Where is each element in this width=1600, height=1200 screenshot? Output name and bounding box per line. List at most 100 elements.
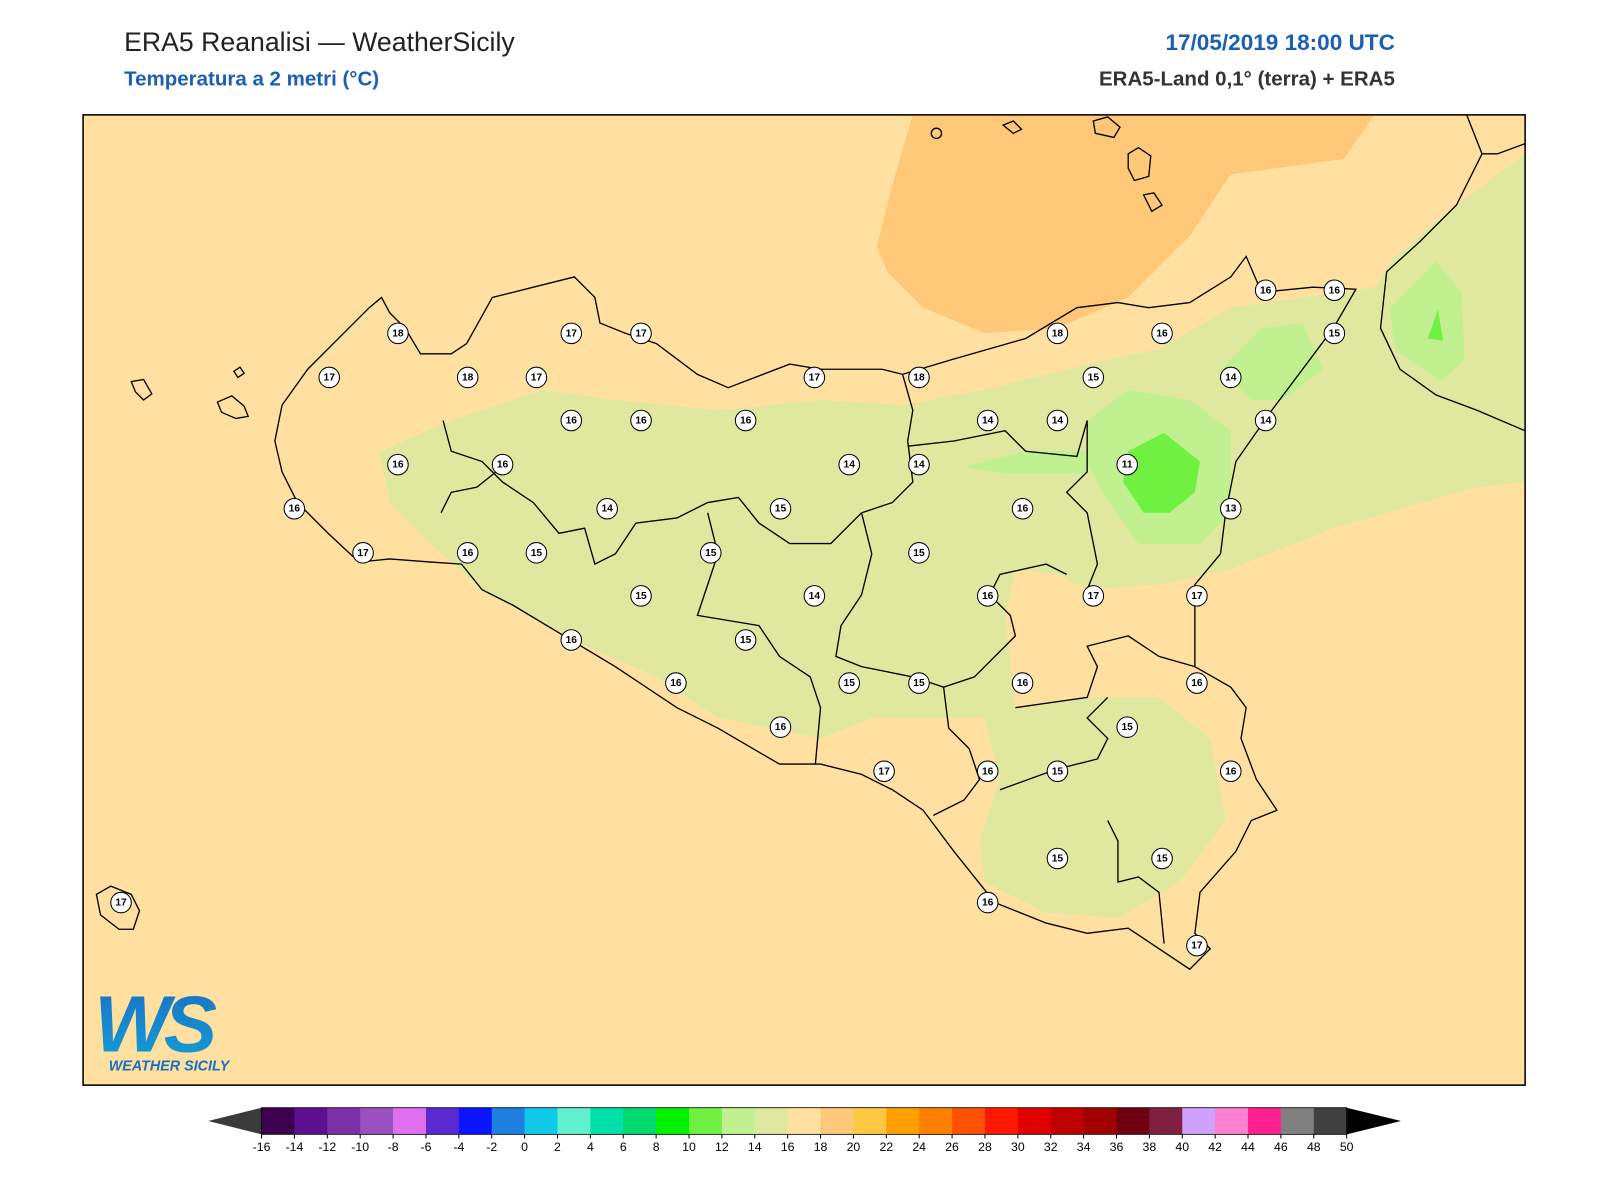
colorbar: -16 -14 -12 -10 -8 -6 -4 -2 0 2 4 6 8 10 12 14 16 18 20 22 2… [208,1107,1402,1154]
station-value: 14 [1260,416,1272,427]
station-value: 17 [115,898,127,909]
station: 16 [456,542,479,564]
colorbar-segment [294,1107,328,1135]
colorbar-segment [327,1107,361,1135]
station: 16 [976,760,999,783]
station-marker [525,366,548,389]
colorbar-tick-label: 28 [978,1140,992,1154]
station-value: 15 [844,678,856,689]
coastlines [95,114,1526,971]
station-value: 15 [635,591,647,602]
station: 15 [630,585,652,607]
colorbar-segment [1083,1107,1118,1135]
colorbar-segment [919,1107,953,1135]
station-marker [1046,322,1069,345]
colorbar-segment [787,1107,822,1135]
stations: 18 17 17 17 18 17 17 18 18 16 16 16 15 15 14 16 16 16 14 14… [110,279,1346,957]
station-marker [1186,672,1208,694]
station-value: 16 [1156,328,1168,339]
temperature-area [379,153,1526,918]
station-marker [838,453,860,476]
station-marker [908,453,930,476]
station: 15 [769,497,792,520]
colorbar-frame [261,1107,1348,1135]
station-value: 14 [844,460,856,471]
station-marker [1046,760,1069,783]
station: 16 [1151,322,1173,345]
station-marker [560,409,583,432]
station: 15 [734,629,757,651]
colorbar-tick-label: 2 [554,1140,561,1154]
colorbar-segment [1182,1107,1216,1135]
station: 18 [387,322,409,345]
colorbar-segment [1215,1107,1249,1135]
temperature-area [1427,309,1444,341]
colorbar-tick-label: -12 [318,1140,336,1154]
colorbar-tick-label: -4 [453,1140,464,1154]
province-border [440,466,503,514]
station-value: 16 [982,591,994,602]
station-marker [1323,322,1346,345]
colorbar-segment [1313,1107,1348,1135]
station: 17 [352,542,374,564]
station-value: 16 [775,722,787,733]
temperature-area [964,451,1088,474]
station-value: 16 [1191,678,1203,689]
station: 15 [700,542,722,564]
station: 17 [873,760,895,783]
station-value: 14 [1052,416,1064,427]
map-frame [82,114,1526,1086]
station-marker [803,585,826,607]
station-marker [734,629,757,651]
station-marker [1186,934,1208,957]
station-value: 17 [1191,941,1203,952]
colorbar-segment [1280,1107,1315,1135]
station-value: 17 [357,548,369,559]
colorbar-tick-label: 8 [653,1140,660,1154]
colorbar-tick-label: 14 [748,1140,762,1154]
colorbar-tick-label: 20 [847,1140,861,1154]
station-marker [630,585,652,607]
station: 16 [1186,672,1208,694]
station-marker [283,497,306,520]
station: 15 [1046,760,1069,783]
station-value: 17 [1088,591,1100,602]
colorbar-tick-label: 42 [1208,1140,1222,1154]
colorbar-tick-label: 44 [1241,1140,1255,1154]
station: 17 [630,322,652,345]
station-value: 15 [1052,766,1064,777]
colorbar-segment [261,1107,295,1135]
station-value: 11 [1122,460,1133,471]
station-marker [1151,322,1173,345]
title: ERA5 Reanalisi — WeatherSicily [124,27,515,57]
station-value: 13 [1225,504,1237,515]
station: 16 [1323,279,1346,302]
source: ERA5-Land 0,1° (terra) + ERA5 [1099,67,1395,90]
colorbar-tick-label: 6 [620,1140,627,1154]
colorbar-segment [491,1107,526,1135]
station: 16 [665,672,687,694]
logo-text: WEATHER SICILY [109,1058,231,1074]
station-value: 17 [635,328,647,339]
colorbar-segment [886,1107,920,1135]
station-marker [387,453,409,476]
station-marker [1323,279,1346,302]
station-marker [596,497,618,520]
station: 16 [560,409,583,432]
temperature-area [876,114,1375,334]
colorbar-segment [853,1107,887,1135]
colorbar-segment [425,1107,460,1135]
station: 17 [560,322,583,345]
station-marker [1082,366,1105,389]
station-value: 16 [462,548,474,559]
colorbar-tick-label: 12 [715,1140,729,1154]
station-value: 16 [1017,504,1029,515]
station: 14 [1046,409,1069,432]
station-value: 15 [913,678,925,689]
colorbar-segment [393,1107,427,1135]
station-value: 18 [913,372,925,383]
station-marker [769,497,792,520]
station-value: 18 [392,328,404,339]
station: 17 [1186,585,1208,607]
station-marker [1082,585,1105,607]
